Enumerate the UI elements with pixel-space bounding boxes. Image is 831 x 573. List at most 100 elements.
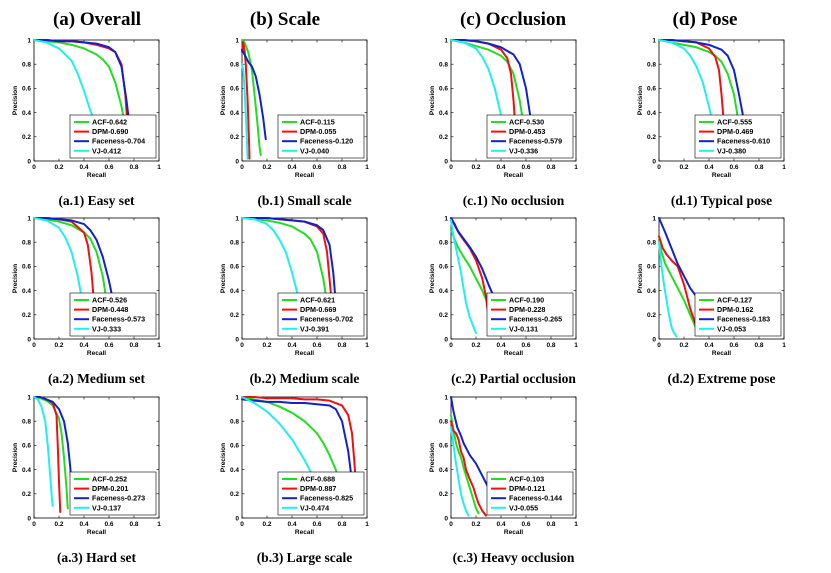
x-tick-label: 0 (657, 342, 661, 349)
x-axis-label: Recall (712, 350, 731, 357)
panel-caption: (a.2) Medium set (48, 371, 146, 386)
x-tick-label: 1 (365, 521, 369, 528)
x-tick-label: 0.8 (337, 521, 346, 528)
x-tick-label: 0.8 (129, 521, 138, 528)
x-tick-label: 0.4 (79, 342, 88, 349)
y-tick-label: 1 (27, 37, 31, 44)
column-title-3: (c) Occlusion (460, 9, 567, 30)
y-tick-label: 0 (235, 336, 239, 343)
panel-a3: 0 0.2 0.4 0.6 0.8 1 0 0.2 0.4 0.6 0.8 1 Recall Precis… (12, 394, 161, 565)
panel-b3: 0 0.2 0.4 0.6 0.8 1 0 0.2 0.4 0.6 0.8 1 Recall Precis… (220, 394, 369, 565)
x-axis-label: Recall (712, 172, 731, 179)
legend-entry-vj: VJ-0.380 (717, 146, 746, 155)
x-tick-label: 1 (365, 342, 369, 349)
series-dpm-line (450, 420, 487, 517)
y-axis-label: Precision (429, 443, 436, 472)
series-vj-line (658, 241, 678, 338)
legend-entry-acf: ACF-0.190 (509, 296, 544, 305)
y-tick-label: 0.8 (230, 62, 239, 69)
panel-caption: (a.3) Hard set (57, 550, 137, 565)
x-tick-label: 0.2 (54, 164, 63, 171)
y-tick-label: 1 (235, 394, 239, 401)
y-tick-label: 1 (27, 215, 31, 222)
x-tick-label: 0 (240, 342, 244, 349)
series-faceness-line (241, 217, 337, 304)
legend-entry-dpm: DPM-0.690 (92, 127, 128, 136)
column-title-4: (d) Pose (673, 9, 738, 30)
legend-entry-acf: ACF-0.555 (717, 118, 752, 127)
legend-entry-faceness: Faceness-0.144 (509, 494, 562, 503)
series-dpm-line (241, 41, 251, 160)
panel-caption: (c.1) No occlusion (463, 193, 565, 208)
series-vj-line (450, 426, 470, 517)
legend-entry-faceness: Faceness-0.579 (509, 137, 562, 146)
y-tick-label: 0.8 (647, 62, 656, 69)
x-axis-label: Recall (504, 529, 523, 536)
y-tick-label: 0.4 (22, 467, 31, 474)
legend-entry-faceness: Faceness-0.273 (92, 494, 145, 503)
column-titles: (a) Overall (b) Scale (c) Occlusion (d) Pos… (53, 9, 738, 30)
legend-entry-vj: VJ-0.137 (92, 503, 121, 512)
legend-entry-dpm: DPM-0.453 (509, 127, 545, 136)
x-tick-label: 0 (32, 342, 36, 349)
series-vj-line (241, 63, 249, 160)
y-tick-label: 0 (444, 158, 448, 165)
x-tick-label: 0 (240, 164, 244, 171)
y-tick-label: 0.2 (439, 491, 448, 498)
x-tick-label: 0.8 (546, 342, 555, 349)
x-tick-label: 0 (32, 521, 36, 528)
x-tick-label: 0.2 (679, 164, 688, 171)
y-tick-label: 1 (444, 215, 448, 222)
legend-entry-vj: VJ-0.412 (92, 146, 121, 155)
y-axis-label: Precision (220, 443, 227, 472)
y-tick-label: 0.6 (647, 86, 656, 93)
y-tick-label: 0.6 (230, 264, 239, 271)
x-tick-label: 1 (782, 164, 786, 171)
panel-caption: (c.3) Heavy occlusion (453, 550, 575, 565)
x-axis-label: Recall (295, 350, 314, 357)
y-tick-label: 1 (444, 394, 448, 401)
y-tick-label: 0.8 (439, 62, 448, 69)
legend-entry-dpm: DPM-0.887 (300, 484, 336, 493)
series-acf-line (241, 39, 262, 156)
x-tick-label: 0 (32, 164, 36, 171)
legend-entry-faceness: Faceness-0.120 (300, 137, 353, 146)
x-tick-label: 0 (449, 164, 453, 171)
legend-entry-acf: ACF-0.530 (509, 118, 544, 127)
y-axis-label: Precision (220, 264, 227, 293)
y-tick-label: 0.2 (439, 134, 448, 141)
y-axis-label: Precision (220, 86, 227, 115)
y-tick-label: 0.2 (22, 312, 31, 319)
x-tick-label: 0.4 (79, 164, 88, 171)
x-tick-label: 0.4 (287, 342, 296, 349)
x-tick-label: 0 (449, 521, 453, 528)
y-tick-label: 0.8 (230, 240, 239, 247)
legend-entry-acf: ACF-0.526 (92, 296, 127, 305)
y-tick-label: 0.6 (22, 264, 31, 271)
y-tick-label: 0.6 (647, 264, 656, 271)
chart-panels: 0 0.2 0.4 0.6 0.8 1 0 0.2 0.4 0.6 0.8 1 Recall Precis… (12, 37, 786, 565)
series-acf-line (33, 217, 110, 322)
y-tick-label: 0 (652, 336, 656, 343)
legend-entry-dpm: DPM-0.201 (92, 484, 128, 493)
x-tick-label: 0.2 (262, 521, 271, 528)
y-tick-label: 0.6 (439, 443, 448, 450)
x-axis-label: Recall (504, 350, 523, 357)
panel-caption: (b.3) Large scale (257, 550, 353, 565)
y-tick-label: 0 (444, 336, 448, 343)
y-tick-label: 0.4 (230, 110, 239, 117)
series-vj-line (450, 219, 477, 334)
x-tick-label: 0.6 (521, 342, 530, 349)
series-acf-line (658, 238, 702, 337)
y-tick-label: 0 (235, 158, 239, 165)
legend-entry-faceness: Faceness-0.265 (509, 315, 562, 324)
y-tick-label: 1 (444, 37, 448, 44)
y-tick-label: 0.4 (439, 288, 448, 295)
x-tick-label: 0.4 (496, 164, 505, 171)
y-tick-label: 0.8 (439, 419, 448, 426)
series-faceness-line (33, 217, 115, 307)
